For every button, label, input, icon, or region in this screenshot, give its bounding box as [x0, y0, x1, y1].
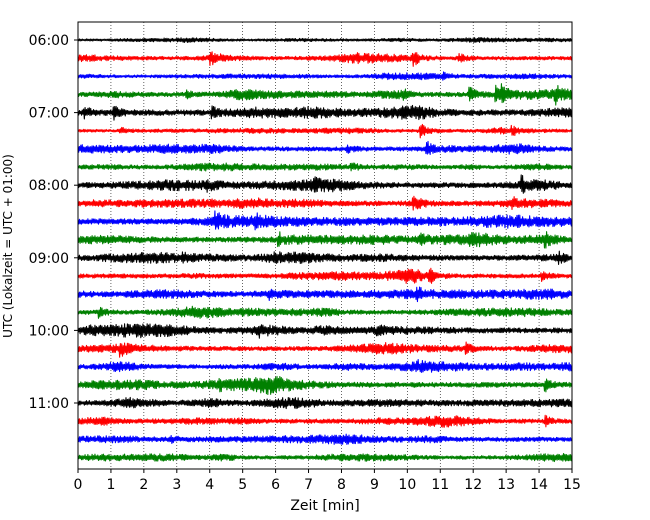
trace-0930 — [77, 286, 573, 303]
x-tick-label: 9 — [370, 477, 379, 493]
x-tick-label: 6 — [271, 477, 280, 493]
trace-0815 — [77, 195, 573, 211]
x-tick-label: 8 — [337, 477, 346, 493]
y-tick-label: 07:00 — [29, 106, 69, 122]
trace-0730 — [77, 140, 573, 156]
trace-1045 — [77, 375, 573, 396]
x-tick-label: 2 — [139, 477, 148, 493]
y-tick-label: 10:00 — [29, 323, 69, 339]
y-tick-label: 09:00 — [29, 251, 69, 267]
vertical-grid — [110, 22, 540, 469]
x-tick-label: 10 — [398, 477, 416, 493]
x-tick-label: 11 — [431, 477, 449, 493]
seismic-traces — [77, 37, 573, 463]
trace-0645 — [77, 83, 573, 106]
trace-1145 — [77, 452, 573, 463]
trace-0715 — [77, 123, 573, 139]
trace-0915 — [77, 267, 573, 284]
x-tick-label: 0 — [74, 477, 83, 493]
trace-0615 — [77, 51, 573, 67]
plot-frame — [77, 21, 573, 470]
trace-0600 — [77, 37, 573, 44]
y-tick-label: 06:00 — [29, 33, 69, 49]
x-tick-label: 14 — [530, 477, 548, 493]
x-tick-label: 4 — [205, 477, 214, 493]
x-tick-label: 1 — [106, 477, 115, 493]
x-tick-label: 3 — [172, 477, 181, 493]
y-axis-ticks: 06:00 07:00 08:00 09:00 10:00 11:00 — [29, 33, 78, 412]
x-axis-ticks: 0 1 2 3 4 5 6 7 8 9 10 11 12 13 14 15 — [74, 469, 581, 493]
x-tick-label: 12 — [464, 477, 482, 493]
trace-0745 — [77, 162, 573, 172]
trace-0945 — [77, 305, 573, 319]
trace-1015 — [77, 341, 573, 358]
y-tick-label: 11:00 — [29, 396, 69, 412]
y-axis-label: UTC (Lokalzeit = UTC + 01:00) — [1, 154, 15, 338]
trace-0845 — [77, 231, 573, 249]
x-tick-label: 7 — [304, 477, 313, 493]
trace-1100 — [77, 396, 573, 410]
trace-1130 — [77, 433, 573, 445]
trace-0700 — [77, 104, 573, 121]
trace-0830 — [77, 210, 573, 231]
trace-0800 — [77, 174, 573, 194]
y-tick-label: 08:00 — [29, 178, 69, 194]
x-tick-label: 13 — [497, 477, 515, 493]
trace-1030 — [77, 359, 573, 374]
x-tick-label: 15 — [563, 477, 581, 493]
trace-0900 — [77, 250, 573, 265]
trace-1115 — [77, 414, 573, 428]
x-tick-label: 5 — [238, 477, 247, 493]
x-axis-label: Zeit [min] — [290, 498, 359, 514]
trace-0630 — [77, 71, 573, 81]
trace-1000 — [77, 323, 573, 339]
